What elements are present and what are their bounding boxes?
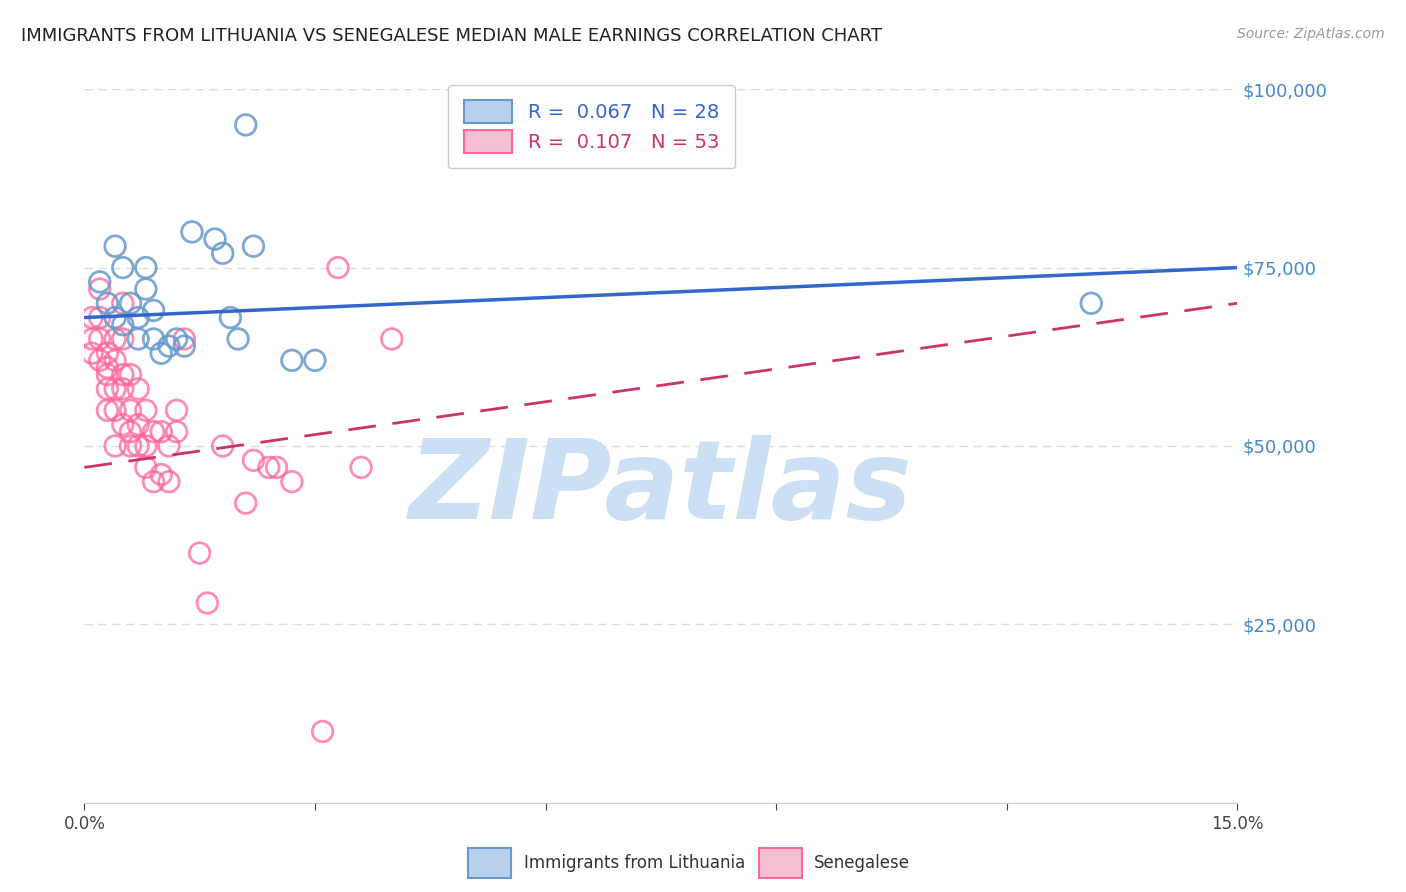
Point — [111, 382, 134, 396]
Point — [157, 339, 180, 353]
Point — [96, 382, 118, 396]
Point — [96, 403, 118, 417]
Text: IMMIGRANTS FROM LITHUANIA VS SENEGALESE MEDIAN MALE EARNINGS CORRELATION CHART: IMMIGRANTS FROM LITHUANIA VS SENEGALESE … — [21, 27, 882, 45]
Point — [142, 303, 165, 318]
Point — [166, 332, 188, 346]
Point — [150, 346, 173, 360]
Point — [111, 296, 134, 310]
Point — [104, 310, 127, 325]
Point — [96, 346, 118, 360]
Point — [281, 475, 304, 489]
Point — [80, 310, 103, 325]
Point — [142, 425, 165, 439]
Point — [281, 353, 304, 368]
Point — [120, 425, 142, 439]
Point — [127, 382, 149, 396]
Text: ZIPatlas: ZIPatlas — [409, 435, 912, 542]
Point — [111, 368, 134, 382]
Point — [111, 318, 134, 332]
Point — [181, 225, 204, 239]
Point — [242, 453, 264, 467]
Point — [311, 724, 333, 739]
Point — [135, 282, 157, 296]
Point — [104, 403, 127, 417]
Point — [127, 417, 149, 432]
Point — [135, 460, 157, 475]
Bar — [468, 848, 512, 878]
Text: Source: ZipAtlas.com: Source: ZipAtlas.com — [1237, 27, 1385, 41]
Point — [104, 353, 127, 368]
Point — [111, 417, 134, 432]
Point — [104, 332, 127, 346]
Point — [127, 439, 149, 453]
Point — [219, 310, 242, 325]
Text: Senegalese: Senegalese — [814, 854, 910, 872]
Point — [120, 368, 142, 382]
Point — [157, 475, 180, 489]
Point — [173, 332, 195, 346]
Point — [111, 260, 134, 275]
Bar — [759, 848, 801, 878]
Point — [157, 439, 180, 453]
Point — [142, 475, 165, 489]
Point — [235, 496, 257, 510]
Point — [104, 382, 127, 396]
Point — [142, 332, 165, 346]
Point — [120, 403, 142, 417]
Point — [188, 546, 211, 560]
Point — [150, 467, 173, 482]
Point — [89, 310, 111, 325]
Point — [257, 460, 280, 475]
Point — [150, 425, 173, 439]
Point — [89, 332, 111, 346]
Point — [89, 353, 111, 368]
Point — [96, 360, 118, 375]
Point — [104, 439, 127, 453]
Point — [326, 260, 349, 275]
Point — [226, 332, 249, 346]
Point — [166, 403, 188, 417]
Point — [135, 439, 157, 453]
Point — [211, 439, 233, 453]
Point — [80, 346, 103, 360]
Point — [89, 282, 111, 296]
Point — [96, 368, 118, 382]
Point — [104, 239, 127, 253]
Point — [89, 275, 111, 289]
Point — [80, 332, 103, 346]
Point — [120, 296, 142, 310]
Point — [195, 596, 218, 610]
Point — [304, 353, 326, 368]
Point — [135, 403, 157, 417]
Point — [350, 460, 373, 475]
Point — [235, 118, 257, 132]
Point — [120, 439, 142, 453]
Point — [242, 239, 264, 253]
Point — [111, 332, 134, 346]
Point — [127, 332, 149, 346]
Point — [173, 339, 195, 353]
Point — [381, 332, 404, 346]
Point — [266, 460, 288, 475]
Point — [1080, 296, 1102, 310]
Point — [96, 296, 118, 310]
Text: Immigrants from Lithuania: Immigrants from Lithuania — [523, 854, 745, 872]
Legend: R =  0.067   N = 28, R =  0.107   N = 53: R = 0.067 N = 28, R = 0.107 N = 53 — [449, 85, 735, 169]
Point — [204, 232, 226, 246]
Point — [135, 260, 157, 275]
Point — [211, 246, 233, 260]
Point — [127, 310, 149, 325]
Point — [166, 425, 188, 439]
